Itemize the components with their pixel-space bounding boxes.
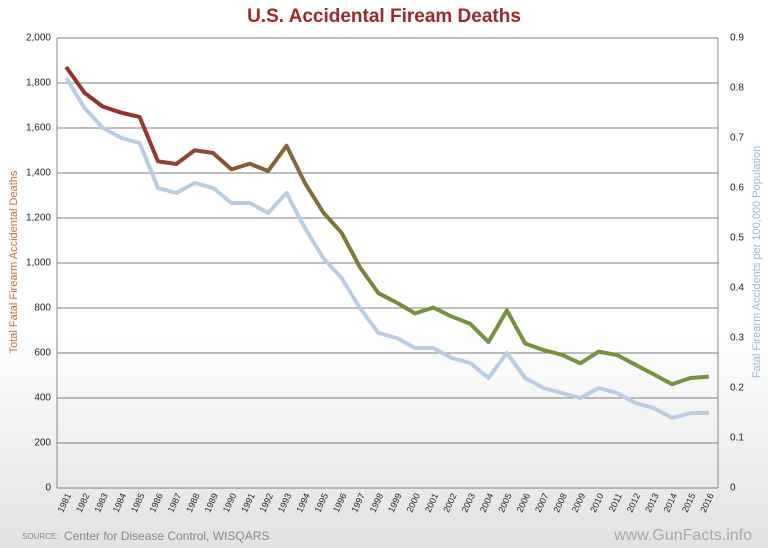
y-tick-label: 400 [34,393,51,404]
y2-tick-label: 0.1 [730,433,744,444]
y-tick-label: 1,800 [26,78,51,89]
y2-tick-label: 0.8 [730,83,744,94]
y2-tick-label: 0.5 [730,233,744,244]
y-axis-title: Total Fatal Firearm Accidental Deaths [8,170,20,353]
y-tick-label: 1,200 [26,213,51,224]
y-tick-label: 600 [34,348,51,359]
y-tick-label: 800 [34,303,51,314]
series-line [64,65,709,387]
y2-tick-label: 0 [730,483,736,494]
y-tick-label: 2,000 [26,33,51,44]
y-tick-label: 1,000 [26,258,51,269]
y2-axis-title: Fatal Firearm Accidents per 100,000 Popu… [751,146,763,378]
y-tick-label: 0 [45,483,51,494]
watermark: www.GunFacts.info [613,527,752,544]
y-tick-label: 200 [34,438,51,449]
source-prefix: SOURCE: [22,532,58,541]
y2-tick-label: 0.9 [730,33,744,44]
y2-tick-label: 0.4 [730,283,744,294]
y2-tick-label: 0.6 [730,183,744,194]
y2-tick-label: 0.7 [730,133,744,144]
source: Center for Disease Control, WISQARS [64,529,269,543]
series-line [64,76,709,420]
chart-title: U.S. Accidental Fiream Deaths [247,6,521,27]
y2-tick-label: 0.2 [730,383,744,394]
y-tick-label: 1,400 [26,168,51,179]
y-tick-label: 1,600 [26,123,51,134]
y2-tick-label: 0.3 [730,333,744,344]
